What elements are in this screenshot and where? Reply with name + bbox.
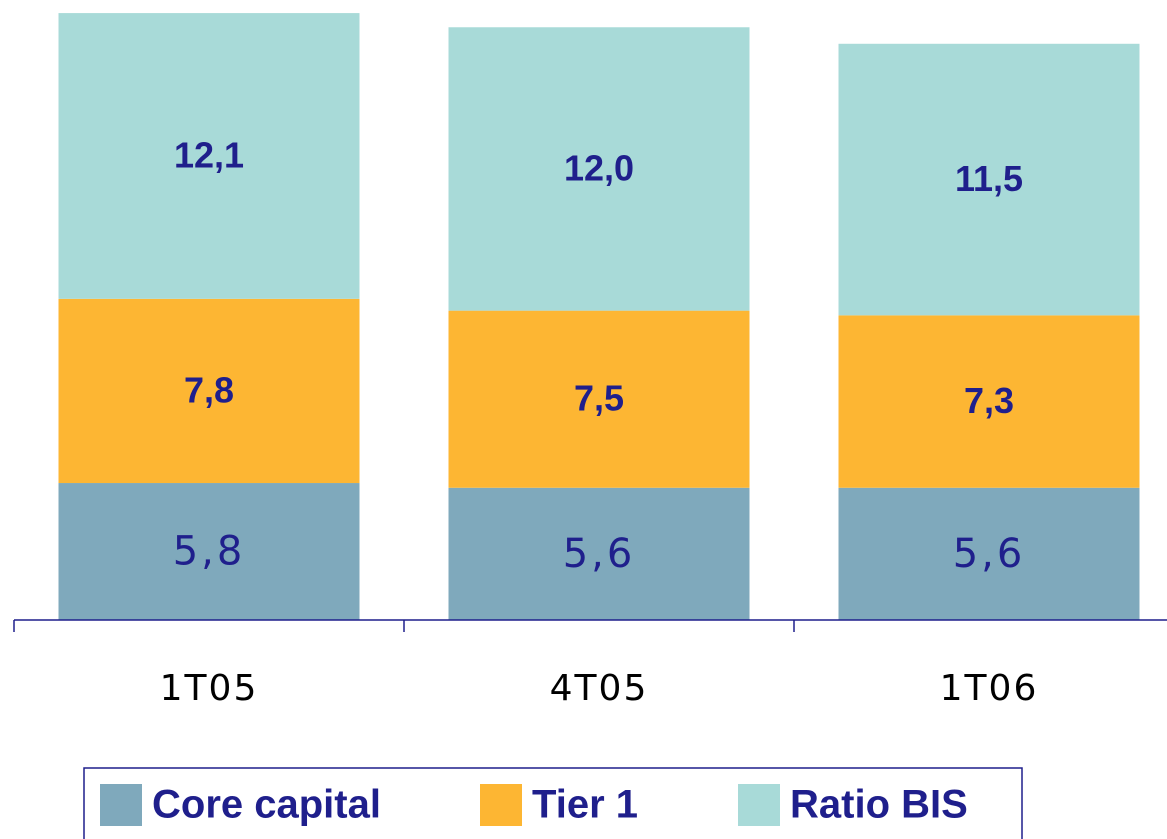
legend-label: Core capital: [152, 783, 381, 827]
legend-swatch: [480, 784, 522, 826]
bar-segment: [838, 43, 1140, 316]
bar-segment: [448, 27, 750, 311]
legend-label: Ratio BIS: [790, 783, 968, 827]
x-tick-label: 1T06: [940, 668, 1039, 709]
value-label: 7,3: [964, 380, 1014, 421]
bar-segment: [448, 487, 750, 620]
legend-swatch: [100, 784, 142, 826]
value-label: 12,0: [564, 147, 634, 188]
value-label: 12,1: [174, 134, 244, 175]
x-tick-label: 1T05: [160, 668, 259, 709]
legend-label: Tier 1: [532, 783, 638, 827]
bar-segment: [838, 487, 1140, 620]
value-label: 7,5: [574, 378, 624, 419]
value-label: 5,6: [563, 531, 636, 577]
bar-segment: [448, 310, 750, 488]
bar-segment: [58, 13, 360, 299]
value-label: 11,5: [955, 158, 1023, 199]
bar-segment: [58, 298, 360, 484]
legend-box: [83, 767, 1023, 839]
x-tick-label: 4T05: [550, 668, 649, 709]
value-label: 7,8: [184, 369, 234, 410]
bar-segment: [838, 315, 1140, 488]
legend-swatch: [738, 784, 780, 826]
value-label: 5,6: [953, 531, 1026, 577]
bar-segment: [58, 483, 360, 620]
value-label: 5,8: [173, 529, 246, 575]
